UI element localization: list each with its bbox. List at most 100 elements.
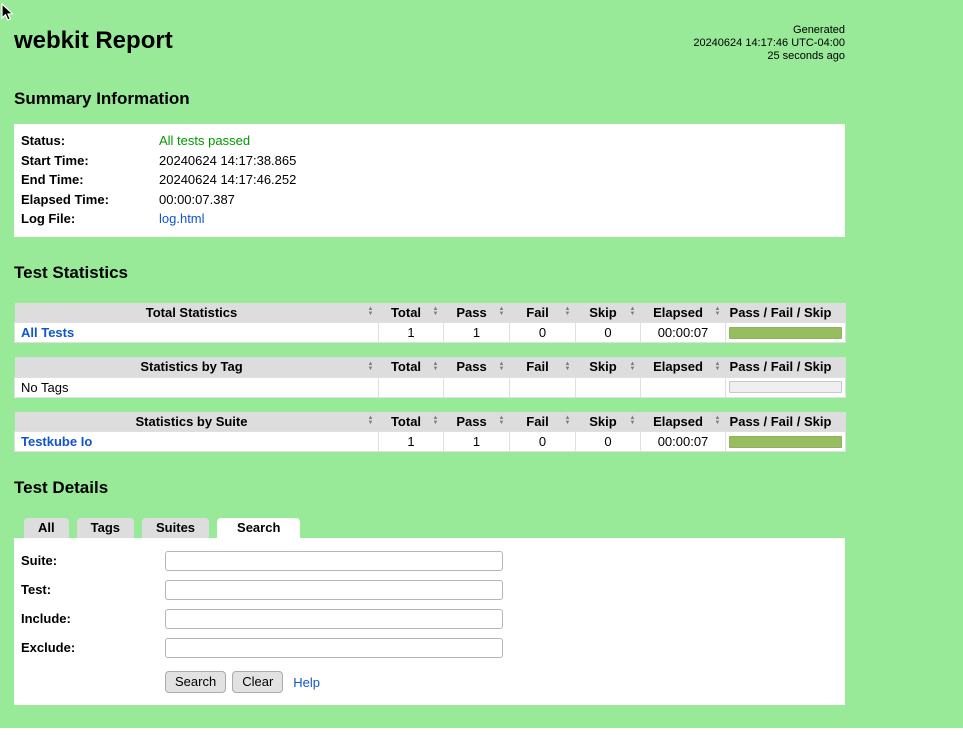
- tab-suites[interactable]: Suites: [142, 518, 210, 538]
- tag-statistics-table: Statistics by Tag Total Pass Fail Skip E…: [14, 357, 846, 398]
- pass-cell: [443, 376, 510, 398]
- sort-icon[interactable]: [368, 362, 374, 372]
- mouse-cursor-icon: [1, 3, 14, 21]
- pass-cell: 1: [443, 431, 510, 452]
- suite-statistics-table: Statistics by Suite Total Pass Fail Skip…: [14, 411, 846, 452]
- suite-input[interactable]: [165, 550, 503, 571]
- log-file-label: Log File:: [21, 211, 76, 227]
- column-header-total[interactable]: Total: [378, 357, 444, 377]
- sort-icon[interactable]: [630, 362, 636, 372]
- tab-tags[interactable]: Tags: [76, 518, 135, 538]
- summary-row-end-time: End Time: 20240624 14:17:46.252: [14, 170, 845, 190]
- sort-icon[interactable]: [433, 307, 439, 317]
- sort-icon[interactable]: [499, 362, 505, 372]
- sort-icon[interactable]: [433, 416, 439, 426]
- log-file-link[interactable]: log.html: [159, 211, 205, 227]
- generated-time: 20240624 14:17:46 UTC-04:00: [693, 37, 845, 49]
- column-header-elapsed[interactable]: Elapsed: [640, 411, 726, 432]
- pass-fail-skip-bar: [729, 381, 842, 393]
- column-header-total-statistics[interactable]: Total Statistics: [14, 302, 379, 323]
- test-details-heading: Test Details: [14, 478, 109, 497]
- page-title: webkit Report: [14, 27, 173, 54]
- column-header-statistics-by-tag[interactable]: Statistics by Tag: [14, 357, 379, 377]
- search-button[interactable]: Search: [165, 671, 227, 693]
- end-time-label: End Time:: [21, 172, 84, 188]
- column-header-skip[interactable]: Skip: [575, 411, 641, 432]
- clear-button[interactable]: Clear: [232, 671, 284, 693]
- column-header-graph: Pass / Fail / Skip: [725, 357, 846, 377]
- skip-cell: 0: [575, 322, 641, 343]
- start-time-label: Start Time:: [21, 152, 89, 168]
- pass-fail-skip-bar[interactable]: [729, 326, 842, 339]
- status-label: Status:: [21, 133, 66, 149]
- summary-row-status: Status: All tests passed: [14, 131, 845, 151]
- summary-row-elapsed-time: Elapsed Time: 00:00:07.387: [14, 190, 845, 210]
- fail-cell: 0: [509, 431, 576, 452]
- report-page: webkit Report Generated 20240624 14:17:4…: [14, 0, 846, 705]
- sort-icon[interactable]: [630, 307, 636, 317]
- sort-icon[interactable]: [368, 416, 374, 426]
- form-row-test: Test:: [14, 575, 845, 604]
- include-input[interactable]: [165, 608, 503, 629]
- total-cell: 1: [378, 322, 444, 343]
- sort-icon[interactable]: [499, 416, 505, 426]
- table-row: No Tags: [14, 376, 846, 398]
- fail-cell: 0: [509, 322, 576, 343]
- elapsed-time-label: Elapsed Time:: [21, 191, 109, 207]
- column-header-total[interactable]: Total: [378, 411, 444, 432]
- start-time-value: 20240624 14:17:38.865: [159, 152, 297, 168]
- column-header-fail[interactable]: Fail: [509, 302, 576, 323]
- pass-cell: 1: [443, 322, 510, 343]
- column-header-fail[interactable]: Fail: [509, 357, 576, 377]
- sort-icon[interactable]: [433, 362, 439, 372]
- sort-icon[interactable]: [715, 362, 721, 372]
- elapsed-cell: 00:00:07: [640, 322, 726, 343]
- fail-cell: [509, 376, 576, 398]
- tab-all[interactable]: All: [24, 518, 69, 538]
- column-header-graph: Pass / Fail / Skip: [725, 411, 846, 432]
- skip-cell: 0: [575, 431, 641, 452]
- summary-box: Status: All tests passed Start Time: 202…: [14, 124, 845, 237]
- status-value: All tests passed: [159, 133, 251, 149]
- sort-icon[interactable]: [499, 307, 505, 317]
- sort-icon[interactable]: [565, 416, 571, 426]
- sort-icon[interactable]: [565, 362, 571, 372]
- elapsed-cell: 00:00:07: [640, 431, 726, 452]
- column-header-fail[interactable]: Fail: [509, 411, 576, 432]
- column-header-skip[interactable]: Skip: [575, 357, 641, 377]
- table-row: All Tests 1 1 0 0 00:00:07: [14, 322, 846, 343]
- column-header-elapsed[interactable]: Elapsed: [640, 302, 726, 323]
- sort-icon[interactable]: [565, 307, 571, 317]
- elapsed-cell: [640, 376, 726, 398]
- sort-icon[interactable]: [715, 307, 721, 317]
- column-header-elapsed[interactable]: Elapsed: [640, 357, 726, 377]
- pass-fail-skip-bar[interactable]: [729, 435, 842, 448]
- column-header-pass[interactable]: Pass: [443, 357, 510, 377]
- statistics-heading: Test Statistics: [14, 262, 129, 282]
- summary-row-log-file: Log File: log.html: [14, 209, 845, 229]
- column-header-statistics-by-suite[interactable]: Statistics by Suite: [14, 411, 379, 432]
- search-panel: Suite: Test: Include: Exclude: Search Cl…: [14, 538, 845, 705]
- exclude-input[interactable]: [165, 637, 503, 658]
- tab-search[interactable]: Search: [217, 518, 301, 538]
- page-header: webkit Report Generated 20240624 14:17:4…: [14, 0, 845, 63]
- column-header-pass[interactable]: Pass: [443, 411, 510, 432]
- test-input[interactable]: [165, 579, 503, 600]
- column-header-pass[interactable]: Pass: [443, 302, 510, 323]
- form-buttons: Search Clear Help: [165, 671, 845, 693]
- column-header-skip[interactable]: Skip: [575, 302, 641, 323]
- end-time-value: 20240624 14:17:46.252: [159, 172, 297, 188]
- skip-cell: [575, 376, 641, 398]
- testkube-io-link[interactable]: Testkube Io: [21, 434, 93, 449]
- elapsed-time-value: 00:00:07.387: [159, 191, 235, 207]
- all-tests-link[interactable]: All Tests: [21, 325, 75, 340]
- column-header-total[interactable]: Total: [378, 302, 444, 323]
- generated-label: Generated: [793, 24, 845, 36]
- table-row: Testkube Io 1 1 0 0 00:00:07: [14, 431, 846, 452]
- sort-icon[interactable]: [368, 307, 374, 317]
- help-link[interactable]: Help: [293, 674, 321, 690]
- sort-icon[interactable]: [630, 416, 636, 426]
- page-bottom-strip: [0, 728, 963, 735]
- suite-field-label: Suite:: [21, 553, 58, 568]
- sort-icon[interactable]: [715, 416, 721, 426]
